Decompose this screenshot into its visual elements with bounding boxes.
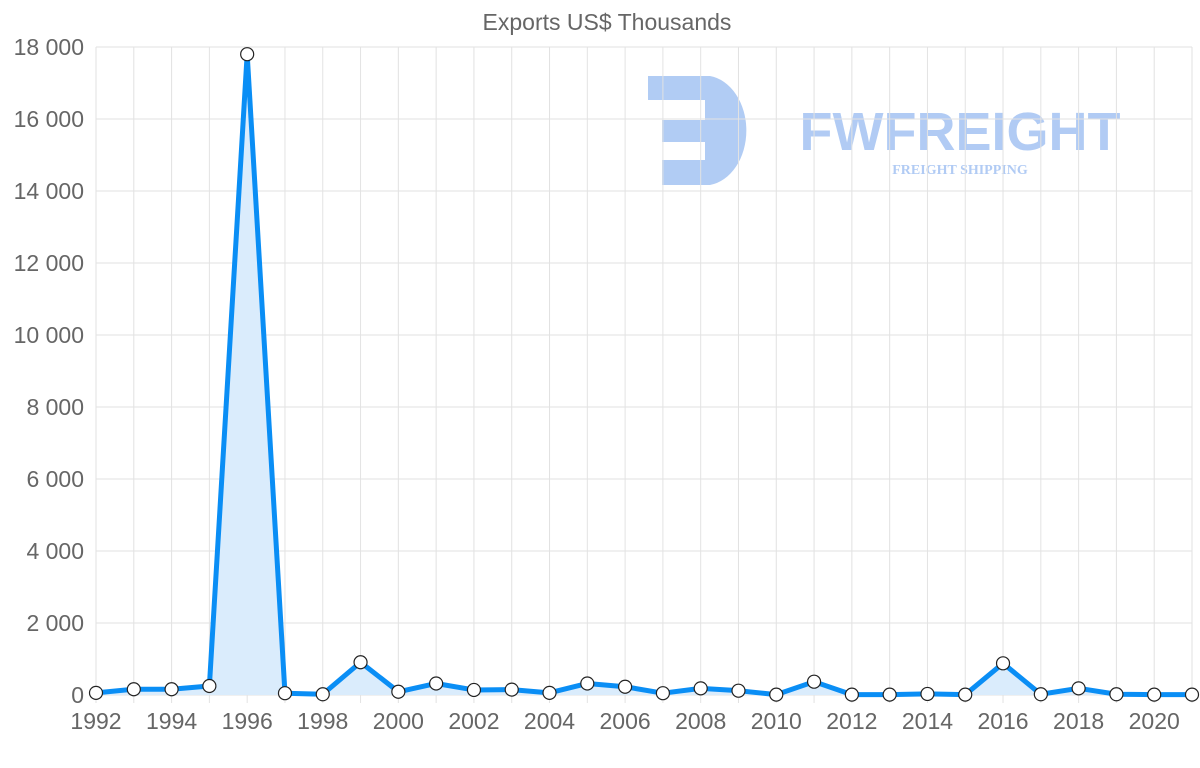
x-tick-label: 2010 [751,708,802,734]
data-point-2010[interactable] [769,687,784,702]
data-point-1998[interactable] [315,687,330,702]
data-point-2009[interactable] [731,683,746,698]
data-point-2011[interactable] [806,674,822,689]
chart-title: Exports US$ Thousands [483,9,732,35]
x-tick-label: 2020 [1129,708,1180,734]
x-tick-label: 1996 [222,708,273,734]
data-point-1995[interactable] [202,678,217,694]
data-point-2014[interactable] [920,686,935,702]
data-point-2006[interactable] [618,679,633,694]
y-tick-label: 18 000 [14,34,84,60]
data-point-2004[interactable] [542,685,557,700]
y-tick-label: 8 000 [26,394,84,420]
x-tick-label: 2002 [448,708,499,734]
y-tick-label: 16 000 [14,106,84,132]
data-point-2017[interactable] [1033,687,1048,702]
x-tick-label: 2006 [600,708,651,734]
series-line [95,51,1192,698]
data-point-2008[interactable] [693,681,708,696]
y-tick-label: 4 000 [26,538,84,564]
y-tick-label: 0 [71,682,84,708]
x-tick-label: 2018 [1053,708,1104,734]
y-tick-label: 10 000 [14,322,84,348]
data-point-1996[interactable] [240,47,255,62]
data-point-2021[interactable] [1184,687,1200,702]
x-tick-label: 2000 [373,708,424,734]
data-point-2007[interactable] [655,686,670,701]
x-tick-label: 2008 [675,708,726,734]
data-point-1999[interactable] [353,655,368,670]
x-tick-label: 1998 [297,708,348,734]
data-point-1992[interactable] [88,685,104,700]
data-point-2002[interactable] [466,682,482,698]
x-tick-label: 2004 [524,708,575,734]
data-point-1997[interactable] [277,686,293,701]
y-tick-label: 14 000 [14,178,84,204]
data-point-2018[interactable] [1071,681,1086,696]
data-point-1993[interactable] [126,682,141,697]
data-point-2000[interactable] [391,684,406,699]
data-point-2005[interactable] [580,676,595,691]
data-point-1994[interactable] [164,682,179,697]
x-tick-label: 2014 [902,708,953,734]
data-point-2019[interactable] [1109,687,1124,702]
data-point-2015[interactable] [958,687,973,702]
data-point-2003[interactable] [504,682,519,697]
y-tick-label: 12 000 [14,250,84,276]
data-point-2020[interactable] [1147,687,1162,702]
x-tick-label: 1994 [146,708,197,734]
data-point-2016[interactable] [995,656,1011,671]
logo-mark-icon [648,76,747,185]
x-tick-label: 2012 [826,708,877,734]
data-point-2013[interactable] [882,687,897,702]
fwfreight-watermark-logo: FWFREIGHT FREIGHT SHIPPING [648,76,1120,185]
x-tick-label: 2016 [977,708,1028,734]
watermark-tagline: FREIGHT SHIPPING [892,163,1028,178]
x-tick-label: 1992 [70,708,121,734]
y-tick-label: 6 000 [26,466,84,492]
data-point-2012[interactable] [844,687,859,702]
data-point-2001[interactable] [429,676,444,691]
watermark-brand: FWFREIGHT [800,102,1121,162]
y-tick-label: 2 000 [26,610,84,636]
